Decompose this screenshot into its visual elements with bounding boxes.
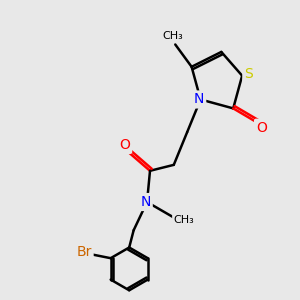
Text: Br: Br [76,245,92,259]
Text: O: O [119,138,130,152]
Text: O: O [256,121,267,135]
Text: N: N [194,92,204,106]
Text: S: S [244,67,253,81]
Text: CH₃: CH₃ [162,31,183,40]
Text: N: N [140,195,151,209]
Text: CH₃: CH₃ [174,215,195,225]
